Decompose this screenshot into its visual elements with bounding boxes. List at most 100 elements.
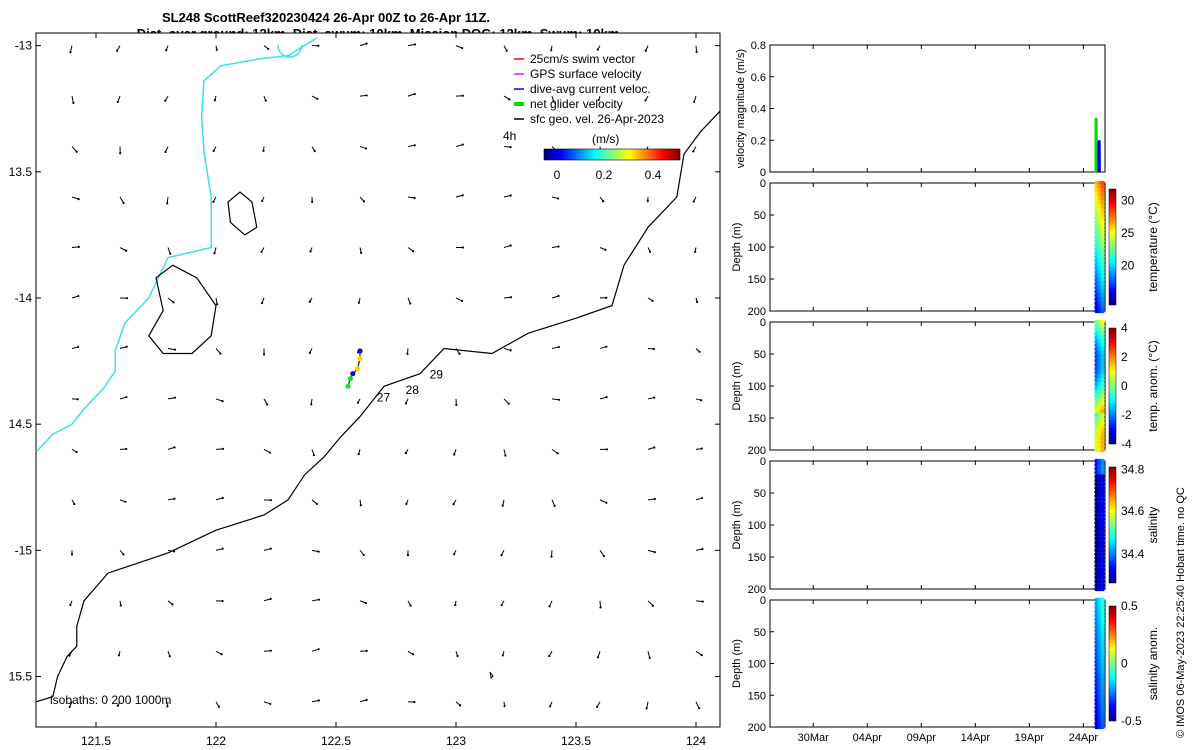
profile-point [1100,505,1105,510]
velocity-vector [71,246,79,249]
vector-head [164,150,167,154]
vector-head [504,454,507,457]
profile-point [1100,485,1105,491]
vector-head [315,502,319,506]
vector-head [696,300,699,304]
vector-head [316,97,319,100]
legend-label: dive-avg current veloc. [530,82,651,96]
y-tick-label: 150 [748,552,766,564]
map-x-axis: 121.5 122 122.5 123 123.5 124 [81,33,706,748]
vector-head [651,299,654,302]
profile-point [1100,227,1105,232]
vector-head [605,448,609,451]
velocity-vector [167,397,175,400]
vector-head [453,553,456,556]
profile-point [1100,659,1105,664]
profile-point [1100,563,1105,569]
panel-colorbar [1108,327,1117,445]
vector-head [412,250,415,253]
y-tick-label: -14 [15,291,33,305]
profile-point [1100,370,1105,375]
vector-head [557,294,560,298]
vector-head [169,252,172,255]
vector-head [365,698,368,701]
profile-point [1100,567,1105,572]
vector-head [553,504,556,508]
vector-head [548,654,551,658]
profile-point [1100,458,1105,464]
y-tick-label: -13 [15,39,33,53]
profile-point [1100,300,1105,306]
profile-point [1100,559,1105,565]
y-tick-label: 0.2 [751,135,766,147]
vector-head [509,349,512,352]
vector-head [461,94,464,97]
panel-4: 0 50 100 150 200 Depth (m) 34.8 34.6 34.4salinit… [731,456,1160,596]
vector-head [264,99,267,102]
x-tick-label: 124 [686,734,706,748]
vector-head [556,197,560,200]
velocity-vector [215,448,224,450]
x-tick-label: 30Mar [798,732,830,744]
vector-head [404,451,407,455]
profile-point [1100,640,1105,645]
vector-head [509,145,512,149]
panel-plot-area [769,460,1106,590]
colorbar-tick-label: 4 [1121,321,1128,335]
profile-point [1100,180,1105,186]
vector-head [115,49,119,52]
vector-head [455,403,458,406]
profile-point [1100,339,1105,344]
profile-point [1100,346,1105,352]
profile-point [1100,628,1105,634]
profile-point [1100,304,1105,310]
profile-point [1100,358,1105,364]
vector-head [262,149,265,152]
legend-label: net glider velocity [530,97,623,111]
vector-head [701,600,704,603]
vector-head [221,400,224,403]
vector-head [596,656,600,659]
profile-point [1100,323,1105,329]
profile-point [1100,342,1105,348]
colorbar-tick-label: 25 [1121,226,1135,240]
vector-head [644,49,647,52]
profile-point [1100,536,1105,541]
y-tick-label: 0 [760,317,766,329]
velocity-vector [503,296,512,299]
y-tick-label: 0.6 [751,72,766,84]
colorbar-label: temp. anom. (°C) [1146,340,1160,432]
profile-point [1100,547,1105,553]
x-tick-label: 09Apr [907,732,937,744]
vector-head [317,550,320,553]
vector-head [317,648,320,651]
velocity-bar [1097,146,1101,172]
velocity-bar [1094,137,1098,172]
profile-point [1100,601,1105,607]
colorbar-tick-label: 34.8 [1121,462,1145,476]
vector-head [122,201,125,205]
velocity-vector [695,548,703,551]
profile-point [1100,713,1105,718]
vector-head [452,502,455,506]
island-contour [227,191,258,236]
velocity-vector [71,146,78,153]
velocity-vector [359,699,367,703]
profile-point [1100,424,1105,430]
colorbar-tick-label: -2 [1121,408,1132,422]
vector-head [122,553,125,556]
vector-head [357,453,360,456]
vector-head [648,250,652,253]
velocity-vector [647,651,651,659]
isobath-label: isobaths: 0 200 1000m [50,693,171,707]
profile-point [1100,331,1105,336]
vector-head [72,101,75,104]
map-title-line1: SL248 ScottReef320230424 26-Apr 00Z to 2… [162,10,490,25]
vector-head [260,301,264,305]
vector-head [406,352,409,355]
y-tick-label: 0 [760,595,766,607]
vector-head [70,553,74,556]
profile-point [1100,701,1105,707]
profile-point [1100,196,1105,201]
vector-head [653,446,656,449]
